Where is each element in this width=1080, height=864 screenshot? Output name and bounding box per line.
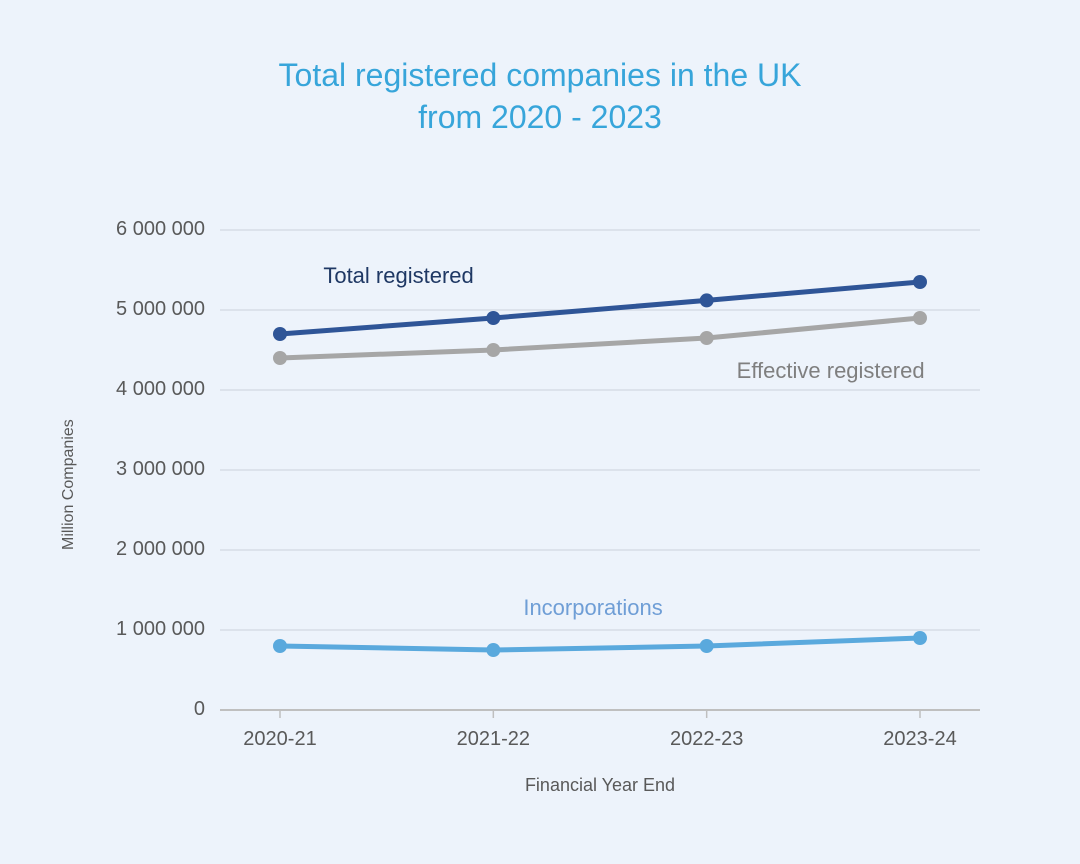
y-tick-label: 0: [194, 698, 205, 721]
y-tick-label: 3 000 000: [116, 458, 205, 481]
x-tick-label: 2023-24: [870, 728, 970, 751]
y-tick-label: 6 000 000: [116, 218, 205, 241]
x-tick-label: 2020-21: [230, 728, 330, 751]
x-tick-label: 2022-23: [657, 728, 757, 751]
y-tick-label: 4 000 000: [116, 378, 205, 401]
x-tick-label: 2021-22: [443, 728, 543, 751]
series-label: Incorporations: [523, 595, 662, 621]
x-axis-label: Financial Year End: [220, 775, 980, 796]
y-tick-label: 1 000 000: [116, 618, 205, 641]
y-tick-label: 5 000 000: [116, 298, 205, 321]
series-label: Total registered: [323, 263, 473, 289]
y-axis-label: Million Companies: [60, 419, 78, 550]
series-label: Effective registered: [737, 358, 925, 384]
chart-canvas: Total registered companies in the UK fro…: [0, 0, 1080, 864]
y-tick-label: 2 000 000: [116, 538, 205, 561]
